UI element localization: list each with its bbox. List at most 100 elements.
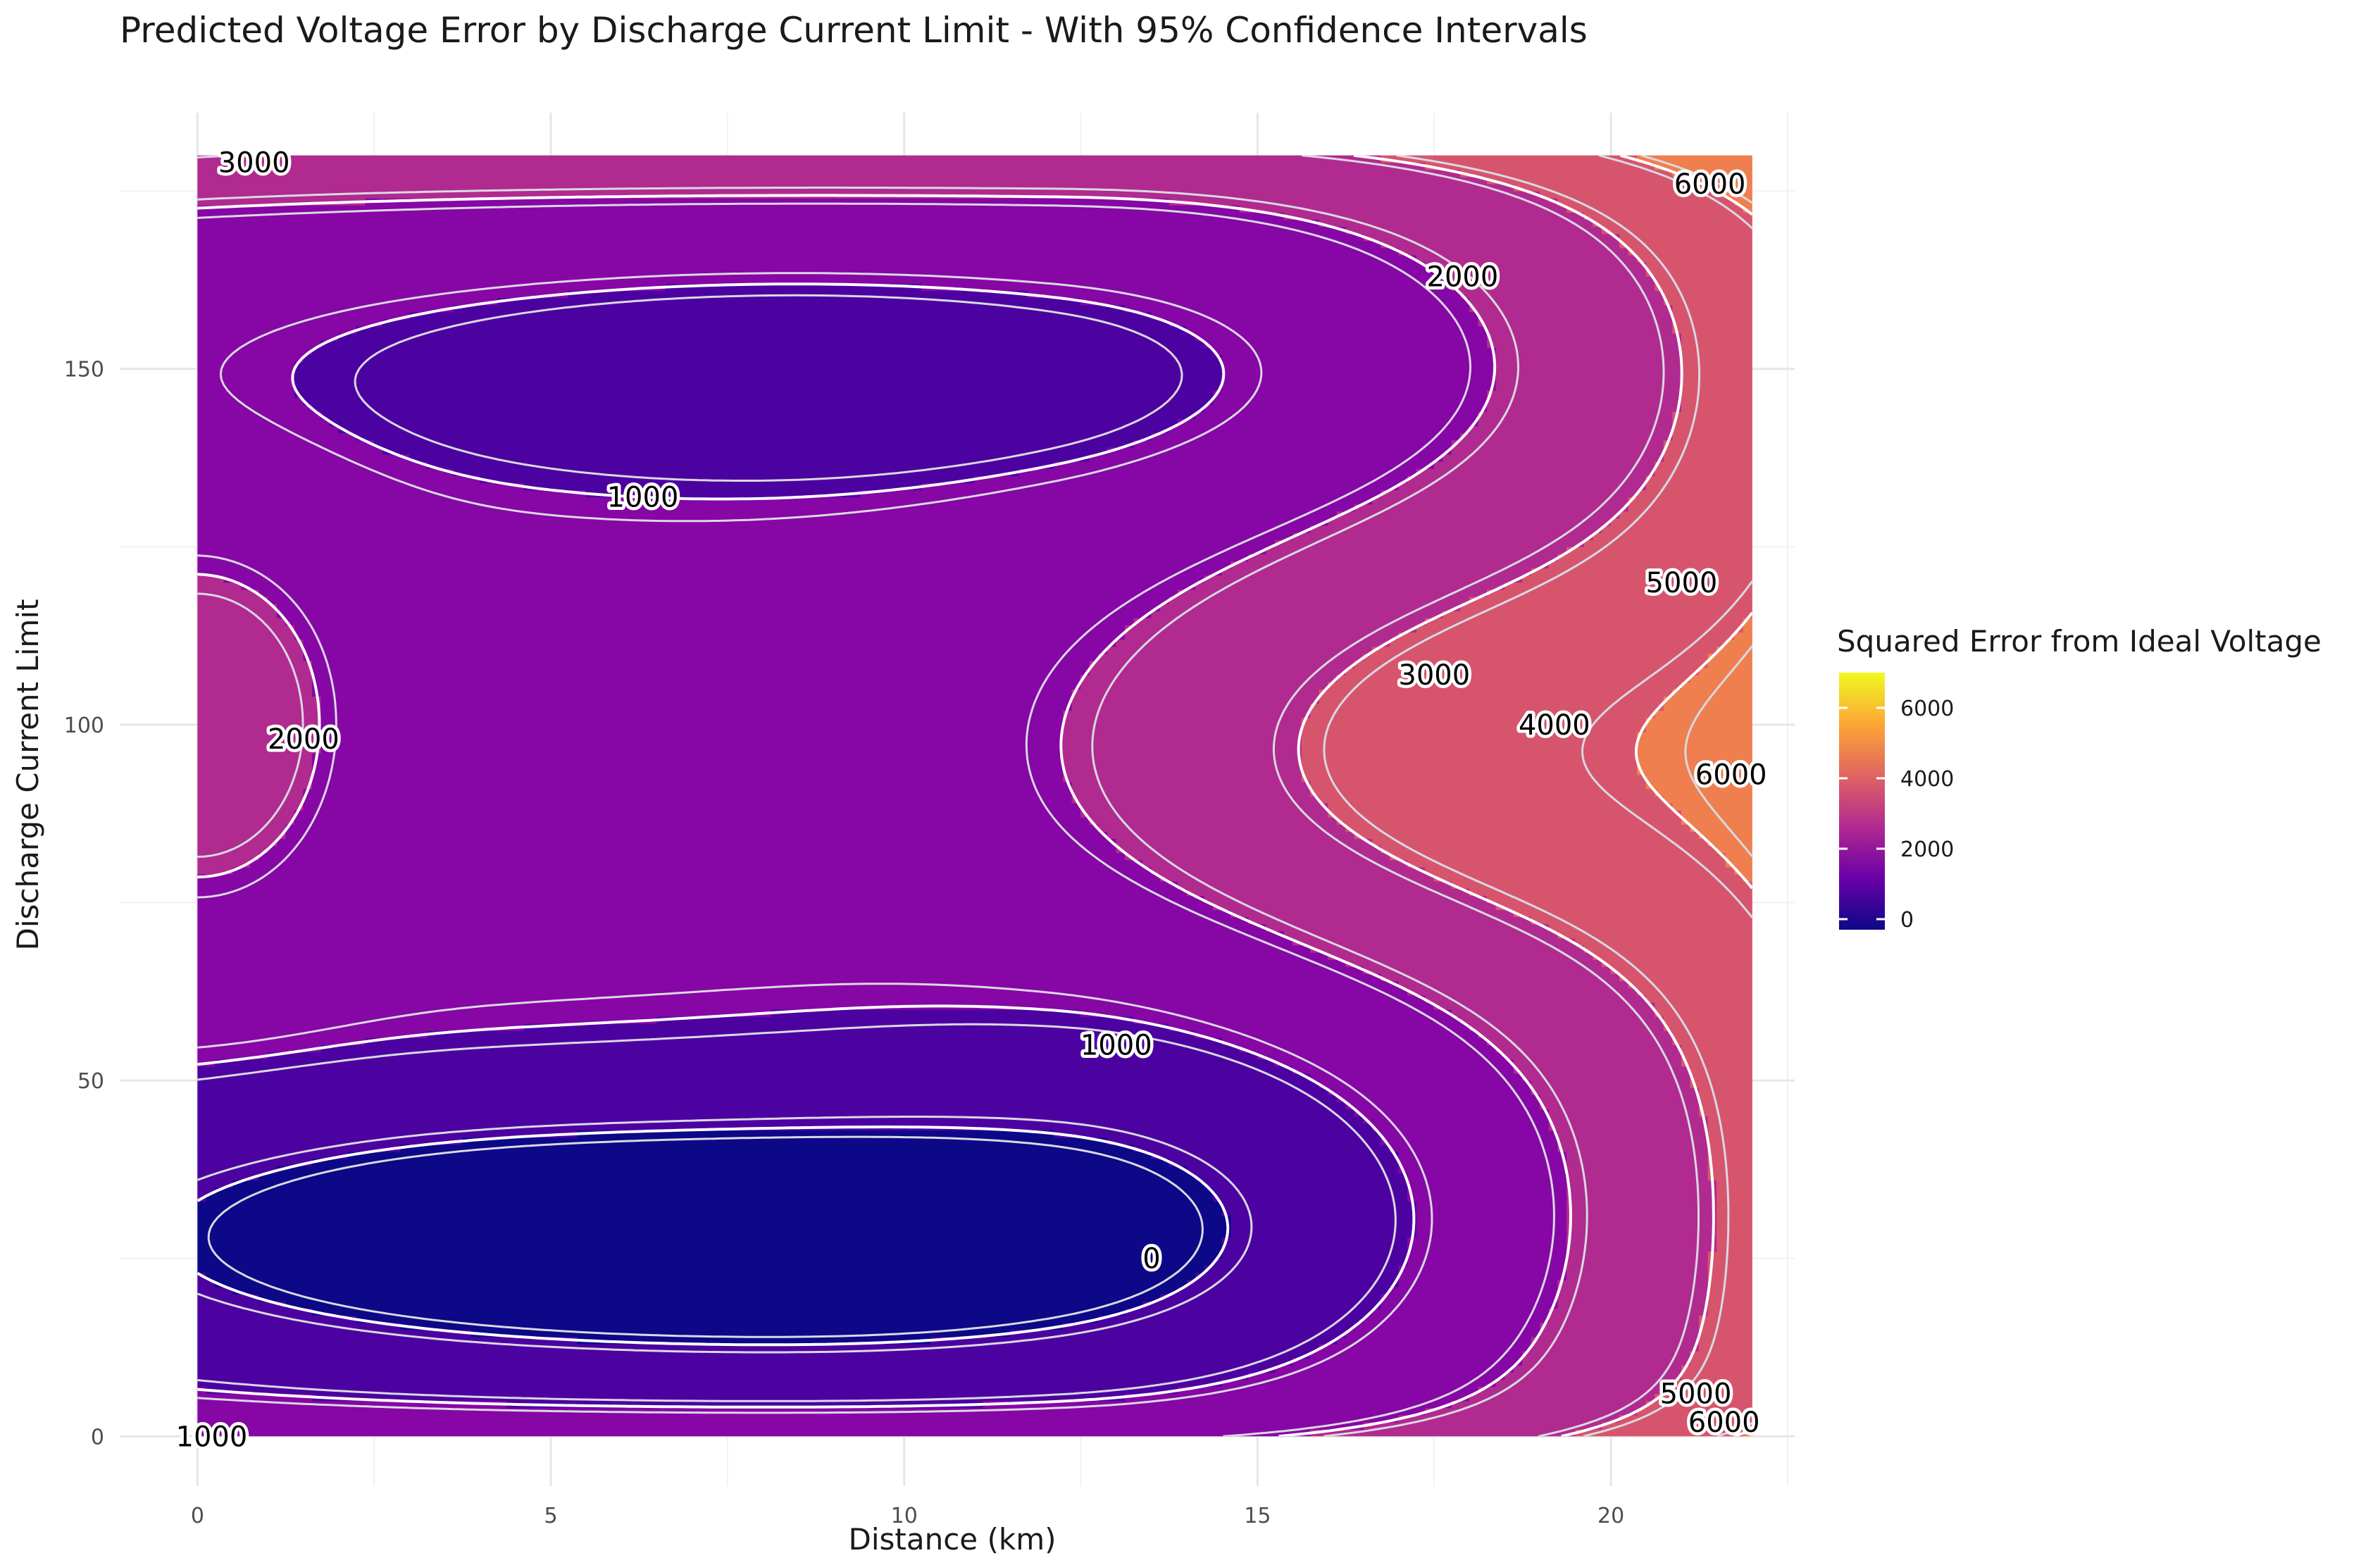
contour-band-cell: [1707, 1165, 1752, 1173]
contour-band-cell: [197, 553, 1250, 562]
contour-band-cell: [1178, 1386, 1479, 1395]
contour-band-cell: [1566, 1265, 1709, 1273]
contour-band-cell: [1178, 880, 1452, 889]
contour-band-cell: [1460, 603, 1752, 611]
contour-band-cell: [1151, 432, 1462, 441]
contour-band-cell: [1495, 347, 1682, 356]
contour-band-cell: [311, 1158, 1170, 1166]
contour-band-cell: [1548, 1123, 1709, 1131]
contour-band-cell: [1416, 468, 1656, 476]
contour-band-cell: [1221, 375, 1497, 384]
contour-band-cell: [197, 1066, 1294, 1074]
contour-band-cell: [197, 752, 313, 761]
contour-band-cell: [1301, 717, 1647, 725]
contour-band-cell: [1707, 838, 1752, 847]
contour-band-cell: [197, 197, 366, 206]
contour-band-cell: [303, 354, 1223, 363]
contour-band-cell: [1221, 1236, 1409, 1245]
contour-band-cell: [1319, 695, 1664, 704]
contour-band-cell: [1681, 1052, 1752, 1060]
contour-band-cell: [197, 532, 1294, 540]
contour-band-cell: [197, 838, 278, 847]
contour-band-cell: [197, 667, 313, 675]
contour-band-cell: [320, 1045, 1240, 1053]
contour-band-cell: [1557, 197, 1736, 206]
contour-band-cell: [400, 1144, 1135, 1152]
contour-band-cell: [197, 695, 322, 704]
contour-band-cell: [1690, 1350, 1752, 1359]
contour-band-cell: [1080, 681, 1329, 690]
contour-band-cell: [1707, 1272, 1752, 1280]
contour-band-cell: [1743, 873, 1752, 882]
contour-band-cell: [197, 1208, 1223, 1216]
contour-band-cell: [1195, 332, 1488, 341]
contour-band-cell: [197, 781, 313, 790]
contour-band-cell: [197, 902, 1214, 911]
contour-band-cell: [197, 1236, 1223, 1245]
contour-band-cell: [1707, 1300, 1752, 1309]
contour-band-cell: [197, 504, 1355, 512]
contour-band-cell: [1566, 1165, 1709, 1173]
contour-band-cell: [1557, 930, 1752, 939]
contour-band-cell: [1416, 624, 1744, 633]
ci-contour-line: [197, 1116, 1253, 1354]
contour-band-cell: [197, 339, 322, 348]
contour-band-cell: [1469, 887, 1752, 896]
contour-band-cell: [1628, 504, 1752, 512]
contour-band-cell: [1310, 788, 1656, 797]
x-axis-ticks: 0 5 10 15 20: [191, 1504, 1624, 1528]
contour-band-cell: [1363, 1116, 1550, 1124]
contour-label: 3000: [218, 147, 290, 180]
contour-band-cell: [1681, 1364, 1752, 1373]
contour-band-cell: [1645, 475, 1752, 483]
contour-band-cell: [197, 389, 295, 398]
contour-band-cell: [1540, 1101, 1700, 1110]
contour-band-cell: [1487, 339, 1682, 348]
contour-band-cell: [1204, 404, 1488, 412]
contour-band-cell: [1566, 1222, 1718, 1230]
contour-band-cell: [1566, 204, 1744, 213]
contour-band-cell: [197, 318, 384, 327]
contour-band-cell: [1363, 1315, 1550, 1323]
contour-band-cell: [1416, 254, 1638, 263]
contour-band-cell: [382, 318, 1170, 327]
contour-band-cell: [1178, 589, 1488, 597]
contour-band-cell: [1548, 1315, 1700, 1323]
contour-band-cell: [1531, 1343, 1700, 1352]
contour-band-cell: [1080, 297, 1470, 306]
contour-band-cell: [294, 809, 1082, 818]
contour-band-cell: [1557, 1279, 1709, 1287]
contour-band-cell: [1672, 418, 1752, 427]
contour-band-cell: [1566, 546, 1752, 554]
contour-band-cell: [1628, 247, 1752, 256]
contour-band-cell: [1381, 489, 1638, 498]
contour-band-cell: [1310, 710, 1656, 718]
contour-band-cell: [1557, 553, 1752, 562]
contour-band-cell: [497, 297, 1082, 306]
contour-band-cell: [1328, 518, 1612, 526]
contour-band-cell: [1301, 731, 1638, 740]
contour-band-cell: [1363, 966, 1612, 975]
contour-band-cell: [1566, 1229, 1718, 1237]
colorbar: [1839, 673, 1885, 930]
contour-band-cell: [1151, 311, 1479, 320]
contour-band-cell: [206, 1194, 1214, 1202]
contour-band-cell: [1655, 461, 1752, 469]
contour-band-cell: [1381, 1293, 1559, 1302]
contour-band-cell: [1371, 1307, 1550, 1316]
contour-band-cell: [1071, 688, 1320, 697]
contour-band-cell: [1495, 361, 1682, 370]
contour-band-cell: [1195, 1172, 1409, 1181]
contour-band-cell: [1098, 653, 1364, 661]
contour-band-cell: [983, 1400, 1452, 1409]
x-tick-label: 15: [1244, 1504, 1271, 1528]
contour-band-cell: [197, 660, 313, 668]
contour-band-cell: [1443, 610, 1752, 618]
y-tick-label: 100: [64, 713, 104, 738]
contour-band-cell: [311, 667, 1090, 675]
contour-band-cell: [1124, 1307, 1373, 1316]
contour-band-cell: [409, 311, 1152, 320]
contour-band-cell: [1425, 866, 1736, 875]
contour-band-cell: [1681, 816, 1752, 825]
contour-band-cell: [1645, 995, 1752, 1003]
